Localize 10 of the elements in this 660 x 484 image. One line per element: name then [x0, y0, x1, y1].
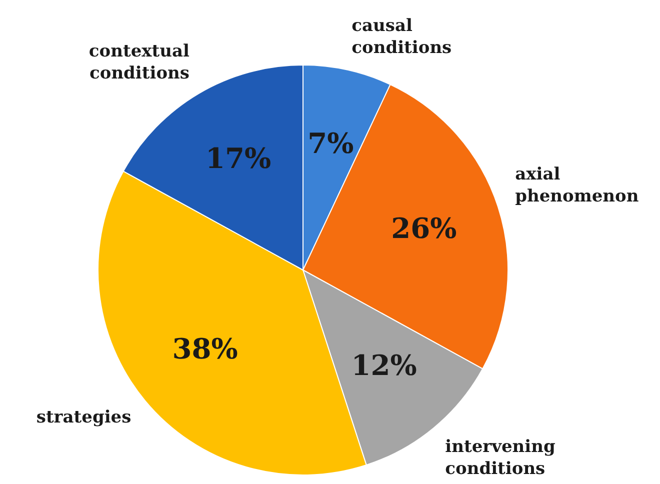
slice-label: strategies: [36, 408, 132, 428]
data-label: 12%: [351, 349, 417, 382]
data-label: 26%: [391, 212, 457, 246]
data-label: 17%: [206, 142, 272, 175]
data-label: 38%: [172, 332, 238, 366]
slice-label: intervening conditions: [445, 437, 556, 480]
slice-label: axial phenomenon: [515, 164, 639, 207]
slice-label: causal conditions: [352, 16, 452, 58]
slice-label: contextual conditions: [88, 41, 190, 84]
data-label: 7%: [308, 127, 354, 160]
